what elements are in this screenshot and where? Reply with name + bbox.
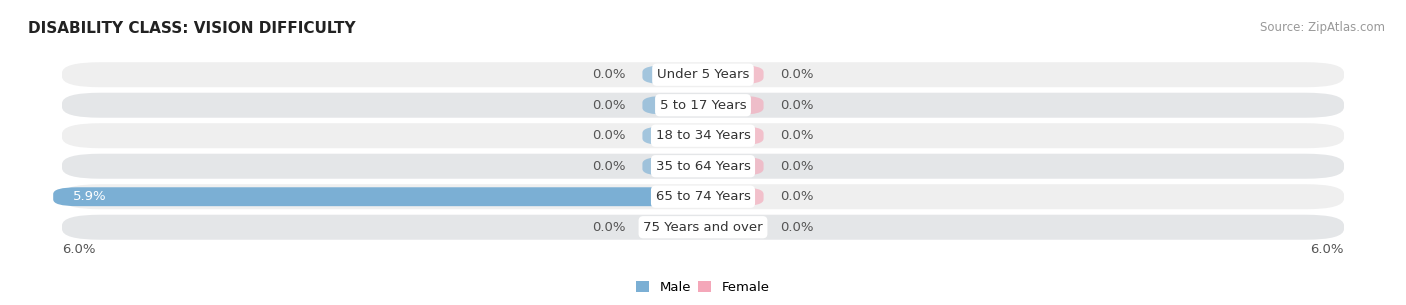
FancyBboxPatch shape	[643, 96, 703, 115]
FancyBboxPatch shape	[62, 215, 1344, 240]
Text: 0.0%: 0.0%	[592, 68, 626, 81]
Text: 6.0%: 6.0%	[1310, 243, 1344, 256]
Text: 0.0%: 0.0%	[592, 99, 626, 112]
Text: DISABILITY CLASS: VISION DIFFICULTY: DISABILITY CLASS: VISION DIFFICULTY	[28, 21, 356, 36]
Text: 5.9%: 5.9%	[73, 190, 107, 203]
Legend: Male, Female: Male, Female	[631, 275, 775, 299]
Text: 0.0%: 0.0%	[780, 129, 814, 142]
FancyBboxPatch shape	[643, 65, 703, 84]
Text: 0.0%: 0.0%	[780, 190, 814, 203]
FancyBboxPatch shape	[62, 154, 1344, 179]
FancyBboxPatch shape	[643, 157, 703, 176]
Text: Under 5 Years: Under 5 Years	[657, 68, 749, 81]
FancyBboxPatch shape	[703, 187, 763, 206]
Text: 0.0%: 0.0%	[780, 68, 814, 81]
Text: 6.0%: 6.0%	[62, 243, 96, 256]
FancyBboxPatch shape	[643, 126, 703, 145]
Text: 0.0%: 0.0%	[592, 129, 626, 142]
FancyBboxPatch shape	[703, 65, 763, 84]
Text: 0.0%: 0.0%	[780, 160, 814, 173]
FancyBboxPatch shape	[643, 218, 703, 237]
Text: 35 to 64 Years: 35 to 64 Years	[655, 160, 751, 173]
FancyBboxPatch shape	[703, 157, 763, 176]
Text: 65 to 74 Years: 65 to 74 Years	[655, 190, 751, 203]
FancyBboxPatch shape	[62, 93, 1344, 118]
FancyBboxPatch shape	[703, 126, 763, 145]
FancyBboxPatch shape	[703, 218, 763, 237]
Text: 0.0%: 0.0%	[780, 221, 814, 234]
Text: 75 Years and over: 75 Years and over	[643, 221, 763, 234]
Text: 0.0%: 0.0%	[780, 99, 814, 112]
FancyBboxPatch shape	[703, 96, 763, 115]
Text: 5 to 17 Years: 5 to 17 Years	[659, 99, 747, 112]
Text: 0.0%: 0.0%	[592, 221, 626, 234]
Text: 0.0%: 0.0%	[592, 160, 626, 173]
FancyBboxPatch shape	[62, 123, 1344, 148]
FancyBboxPatch shape	[62, 184, 1344, 209]
Text: Source: ZipAtlas.com: Source: ZipAtlas.com	[1260, 21, 1385, 34]
FancyBboxPatch shape	[53, 187, 703, 206]
FancyBboxPatch shape	[62, 62, 1344, 87]
Text: 18 to 34 Years: 18 to 34 Years	[655, 129, 751, 142]
